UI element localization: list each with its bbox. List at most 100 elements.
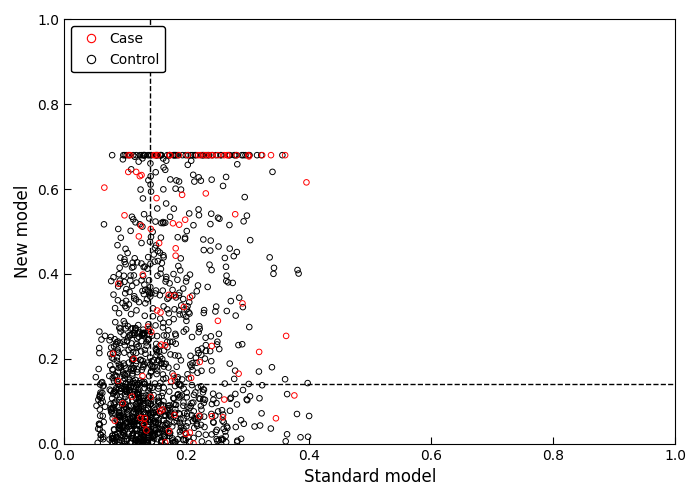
Point: [142, 432, 153, 440]
Point: [181, 227, 193, 235]
Point: [136, 239, 147, 247]
Point: [188, 440, 199, 448]
Point: [130, 360, 141, 368]
Point: [136, 171, 147, 179]
Point: [150, 290, 161, 298]
Point: [137, 397, 148, 405]
Point: [181, 394, 193, 402]
Point: [158, 384, 169, 392]
Point: [216, 151, 227, 159]
Point: [132, 430, 143, 438]
Point: [155, 400, 167, 408]
Point: [108, 439, 119, 447]
Point: [170, 184, 181, 192]
Point: [170, 332, 181, 340]
Point: [293, 270, 304, 278]
Point: [98, 382, 109, 390]
Point: [139, 290, 150, 298]
Point: [172, 436, 183, 444]
Point: [148, 404, 160, 411]
Point: [119, 151, 130, 159]
Point: [304, 412, 315, 420]
Point: [150, 218, 161, 226]
Point: [128, 408, 139, 416]
Point: [167, 422, 178, 430]
Point: [113, 349, 124, 357]
Point: [257, 151, 268, 159]
Point: [150, 419, 161, 427]
Point: [175, 424, 186, 432]
Point: [118, 370, 129, 378]
Point: [165, 292, 176, 300]
Point: [118, 377, 129, 385]
Point: [184, 270, 195, 278]
Point: [172, 375, 183, 383]
Point: [193, 384, 204, 392]
Point: [136, 417, 147, 425]
Point: [192, 369, 203, 377]
Point: [160, 275, 172, 283]
Point: [207, 151, 218, 159]
Point: [143, 429, 154, 437]
Point: [127, 396, 138, 404]
Point: [118, 368, 129, 376]
Point: [187, 417, 198, 425]
Point: [164, 151, 175, 159]
Point: [164, 412, 175, 420]
Point: [193, 151, 204, 159]
Point: [156, 425, 167, 433]
Point: [158, 302, 169, 310]
Point: [161, 332, 172, 340]
Point: [163, 420, 174, 428]
Point: [149, 424, 160, 432]
Point: [164, 151, 175, 159]
Point: [196, 151, 207, 159]
Point: [202, 283, 214, 291]
Point: [114, 410, 125, 418]
Point: [162, 404, 173, 412]
Point: [132, 258, 143, 266]
Point: [146, 367, 157, 375]
Point: [144, 394, 155, 402]
Point: [155, 248, 166, 256]
Point: [161, 156, 172, 164]
Point: [144, 390, 155, 398]
Point: [114, 276, 125, 284]
Point: [183, 433, 194, 441]
Point: [116, 234, 127, 241]
Point: [218, 396, 230, 404]
Point: [169, 151, 180, 159]
Point: [139, 151, 150, 159]
Point: [180, 436, 191, 444]
Point: [105, 387, 116, 395]
Point: [195, 382, 206, 390]
Point: [194, 358, 205, 366]
Point: [160, 408, 171, 416]
Point: [146, 428, 157, 436]
Point: [107, 366, 118, 374]
Point: [148, 151, 160, 159]
Point: [106, 344, 117, 351]
Point: [122, 396, 134, 404]
Point: [164, 404, 175, 412]
Point: [178, 328, 189, 336]
Point: [123, 430, 134, 438]
Point: [136, 222, 148, 230]
Point: [116, 432, 127, 440]
Point: [175, 430, 186, 438]
Point: [120, 245, 131, 253]
Point: [181, 274, 193, 282]
Point: [126, 434, 137, 442]
Point: [155, 265, 167, 273]
Point: [142, 336, 153, 344]
Point: [106, 277, 117, 285]
Point: [132, 386, 144, 394]
Point: [153, 348, 164, 356]
Point: [145, 368, 156, 376]
Point: [183, 308, 194, 316]
Point: [117, 412, 128, 420]
X-axis label: Standard model: Standard model: [304, 468, 436, 486]
Point: [181, 388, 193, 396]
Point: [144, 418, 155, 426]
Point: [183, 298, 195, 306]
